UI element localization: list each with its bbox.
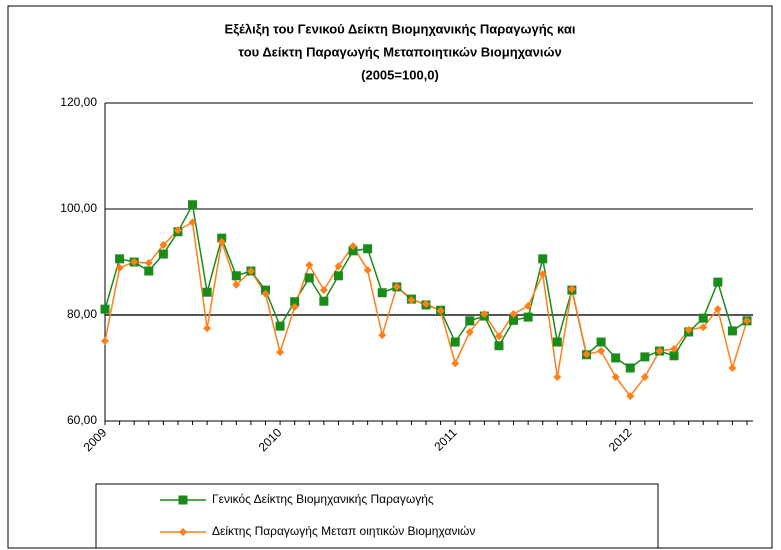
marker — [465, 316, 475, 326]
marker — [378, 331, 387, 340]
marker — [275, 321, 285, 331]
marker — [203, 324, 212, 333]
legend-label: Γενικός Δείκτης Βιομηχανικής Παραγωγής — [212, 492, 434, 506]
marker — [597, 347, 606, 356]
marker — [319, 296, 329, 306]
marker — [144, 266, 154, 276]
marker — [392, 282, 401, 291]
marker — [465, 327, 474, 336]
marker — [130, 258, 139, 266]
marker — [640, 373, 649, 382]
marker — [261, 289, 270, 298]
marker — [494, 341, 504, 351]
marker — [349, 242, 358, 251]
marker — [188, 218, 197, 227]
marker — [422, 299, 430, 308]
y-tick-label: 80,00 — [67, 307, 97, 321]
marker — [743, 316, 751, 325]
marker — [684, 325, 693, 334]
marker — [407, 296, 416, 305]
marker — [217, 237, 226, 246]
marker — [276, 348, 285, 357]
marker — [304, 273, 314, 283]
marker — [509, 315, 519, 325]
marker — [115, 263, 124, 272]
marker — [699, 323, 708, 332]
marker — [333, 271, 343, 281]
marker — [100, 304, 110, 314]
marker — [728, 364, 737, 372]
marker — [348, 246, 358, 256]
y-tick-label: 100,00 — [60, 201, 97, 215]
marker — [436, 306, 445, 315]
marker — [626, 392, 635, 401]
marker — [178, 495, 188, 505]
marker — [523, 312, 533, 322]
marker — [188, 200, 198, 210]
marker — [625, 363, 635, 373]
marker — [158, 249, 168, 259]
marker — [509, 309, 518, 318]
marker — [567, 285, 576, 294]
marker — [246, 267, 255, 276]
chart-title: του Δείκτη Παραγωγής Μεταποιητικών Βιομη… — [238, 44, 561, 59]
marker — [538, 270, 547, 279]
marker — [232, 280, 241, 289]
marker — [363, 265, 372, 274]
marker — [115, 254, 125, 264]
chart-title: Εξέλιξη του Γενικού Δείκτη Βιομηχανικής … — [225, 21, 576, 36]
marker — [363, 244, 373, 254]
marker — [451, 359, 460, 368]
marker — [713, 277, 723, 287]
y-tick-label: 60,00 — [67, 413, 97, 427]
marker — [640, 352, 650, 362]
chart-title: (2005=100,0) — [361, 67, 439, 82]
marker — [179, 528, 187, 536]
marker — [611, 373, 620, 382]
marker — [611, 353, 621, 363]
legend-label: Δείκτης Παραγωγής Μεταπ οιητικών Βιομηχα… — [212, 524, 475, 538]
marker — [290, 303, 299, 312]
marker — [524, 301, 533, 310]
marker — [202, 287, 212, 297]
marker — [290, 297, 300, 307]
marker — [494, 332, 503, 341]
marker — [655, 347, 664, 356]
marker — [553, 373, 562, 382]
marker — [538, 254, 548, 264]
marker — [144, 259, 153, 268]
marker — [480, 309, 489, 318]
marker — [582, 350, 591, 359]
marker — [159, 241, 168, 250]
legend — [95, 483, 659, 549]
marker — [319, 286, 328, 295]
marker — [334, 262, 343, 271]
marker — [377, 288, 387, 298]
marker — [596, 337, 606, 347]
marker — [727, 326, 737, 336]
marker — [231, 271, 241, 281]
marker — [450, 337, 460, 347]
marker — [552, 337, 562, 347]
marker — [670, 344, 679, 353]
marker — [669, 351, 679, 361]
marker — [101, 336, 109, 345]
marker — [713, 305, 722, 314]
chart-border — [7, 5, 773, 549]
marker — [305, 261, 314, 270]
marker — [698, 313, 708, 323]
marker — [173, 226, 182, 235]
y-tick-label: 120,00 — [60, 95, 97, 109]
